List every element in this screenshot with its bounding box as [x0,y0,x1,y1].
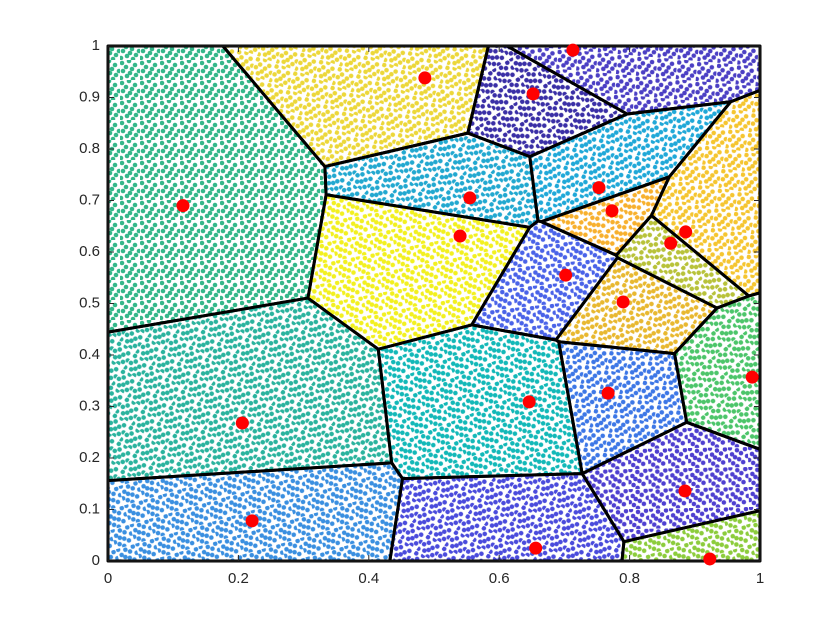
x-tick-label: 0.6 [489,570,510,587]
y-tick-label: 0.2 [79,449,100,466]
site-point [559,268,573,282]
cells-layer [106,44,762,563]
voronoi-cell [106,461,405,563]
site-point [678,484,692,498]
site-point [522,395,536,409]
site-point [176,199,190,213]
y-tick-label: 0.3 [79,397,100,414]
site-point [529,541,543,555]
y-tick-label: 0.7 [79,191,100,208]
voronoi-cell [388,472,626,563]
site-point [601,386,615,400]
site-point [418,71,432,85]
voronoi-cell [376,323,584,481]
x-tick-label: 0.4 [358,570,379,587]
site-point [566,43,580,57]
x-tick-label: 0.8 [619,570,640,587]
site-point [235,416,249,430]
site-point [605,204,619,218]
site-point [592,181,606,195]
site-point [745,370,759,384]
axes-layer: 0 0.2 0.4 0.6 0.8 1 0 0.1 0.2 0.3 0.4 0.5 0.6 0.7 0.8 0… [79,37,764,587]
x-tick-label: 1 [756,570,764,587]
y-tick-label: 0.1 [79,500,100,517]
y-tick-label: 0.9 [79,88,100,105]
marks-layer [176,43,759,566]
site-point [679,225,693,239]
site-point [526,87,540,101]
site-point [703,552,717,566]
site-point [664,236,678,250]
y-tick-label: 1 [92,37,100,54]
y-tick-label: 0.5 [79,294,100,311]
x-tick-label: 0 [104,570,112,587]
site-point [616,295,630,309]
y-tick-label: 0 [92,552,100,569]
site-point [453,229,467,243]
y-tick-label: 0.4 [79,346,100,363]
x-tick-label: 0.2 [228,570,249,587]
site-point [245,514,259,528]
y-tick-label: 0.6 [79,243,100,260]
y-tick-label: 0.8 [79,140,100,157]
site-point [463,191,477,205]
